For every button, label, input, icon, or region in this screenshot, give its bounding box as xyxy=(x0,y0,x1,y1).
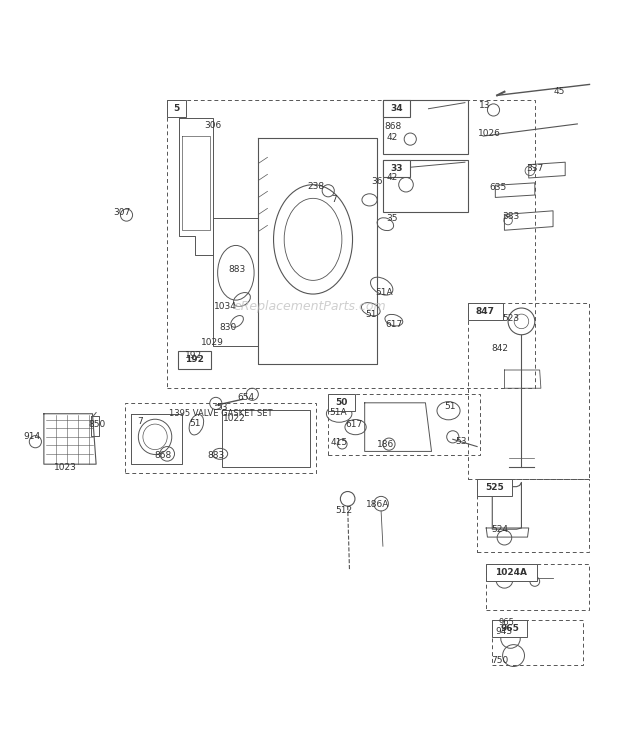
Text: 33: 33 xyxy=(390,164,402,173)
Bar xyxy=(328,394,480,455)
Text: 13: 13 xyxy=(479,101,491,110)
Text: 51A: 51A xyxy=(330,408,347,417)
Text: 51A: 51A xyxy=(375,288,393,297)
Text: 238: 238 xyxy=(308,182,325,191)
Bar xyxy=(328,394,355,411)
Text: 186A: 186A xyxy=(366,500,390,509)
Text: eReplacementParts.com: eReplacementParts.com xyxy=(234,300,386,313)
Text: 943: 943 xyxy=(496,627,513,636)
Text: 35: 35 xyxy=(386,214,398,223)
Text: 51: 51 xyxy=(444,402,456,411)
Text: 525: 525 xyxy=(485,483,504,492)
Text: 965: 965 xyxy=(500,625,519,633)
Text: 1023: 1023 xyxy=(55,462,77,471)
Text: 617: 617 xyxy=(345,420,362,429)
Text: 1029: 1029 xyxy=(202,338,224,347)
Text: 842: 842 xyxy=(491,344,508,353)
Bar xyxy=(167,100,535,388)
Text: 42: 42 xyxy=(387,173,398,183)
Text: 51: 51 xyxy=(365,309,376,319)
Text: 965: 965 xyxy=(499,618,515,627)
Text: 186: 186 xyxy=(378,440,394,448)
Text: 868: 868 xyxy=(154,451,172,460)
Bar xyxy=(125,403,316,474)
Text: 51: 51 xyxy=(189,419,200,428)
Text: 192: 192 xyxy=(185,351,202,360)
Text: 830: 830 xyxy=(219,323,237,332)
Bar xyxy=(468,303,590,480)
Text: 7: 7 xyxy=(332,195,337,204)
Text: 868: 868 xyxy=(384,122,401,132)
Text: 34: 34 xyxy=(390,104,402,112)
Bar xyxy=(383,161,468,212)
Bar xyxy=(468,303,503,320)
Text: 524: 524 xyxy=(491,525,508,534)
Bar xyxy=(167,100,186,117)
Text: 307: 307 xyxy=(113,207,130,217)
Text: 635: 635 xyxy=(490,184,507,192)
Text: 1026: 1026 xyxy=(478,129,501,138)
Text: 383: 383 xyxy=(502,212,519,221)
Text: 914: 914 xyxy=(23,432,40,441)
Bar xyxy=(383,100,410,117)
Bar xyxy=(477,480,512,497)
Text: 1022: 1022 xyxy=(223,414,246,423)
Text: 50: 50 xyxy=(335,398,348,407)
Text: 617: 617 xyxy=(385,320,402,329)
Text: 36: 36 xyxy=(371,177,383,186)
Text: 1395 VALVE GASKET SET: 1395 VALVE GASKET SET xyxy=(169,409,272,419)
Bar xyxy=(477,480,590,552)
Text: 512: 512 xyxy=(335,506,352,516)
Text: 5: 5 xyxy=(174,104,180,112)
Text: 415: 415 xyxy=(330,438,348,448)
Bar xyxy=(486,565,537,582)
Text: 750: 750 xyxy=(491,656,508,665)
Text: 850: 850 xyxy=(89,420,106,429)
Text: 883: 883 xyxy=(207,451,224,460)
Text: 45: 45 xyxy=(554,87,565,96)
Text: 1034: 1034 xyxy=(213,302,236,311)
Text: 53: 53 xyxy=(216,403,228,412)
Text: 7: 7 xyxy=(137,417,143,426)
Text: 883: 883 xyxy=(228,265,246,275)
Bar xyxy=(383,100,468,155)
Bar xyxy=(177,351,211,369)
Text: 847: 847 xyxy=(476,307,495,316)
Text: 192: 192 xyxy=(185,355,204,364)
Text: 42: 42 xyxy=(387,133,398,142)
Text: 337: 337 xyxy=(526,164,544,172)
Text: 1024A: 1024A xyxy=(495,568,528,577)
Bar xyxy=(492,620,583,665)
Text: 53: 53 xyxy=(455,437,466,446)
Text: 523: 523 xyxy=(502,314,519,323)
Text: 306: 306 xyxy=(204,121,221,130)
Bar xyxy=(486,565,590,610)
Bar xyxy=(383,161,410,178)
Bar xyxy=(492,620,527,637)
Text: 654: 654 xyxy=(237,393,255,402)
